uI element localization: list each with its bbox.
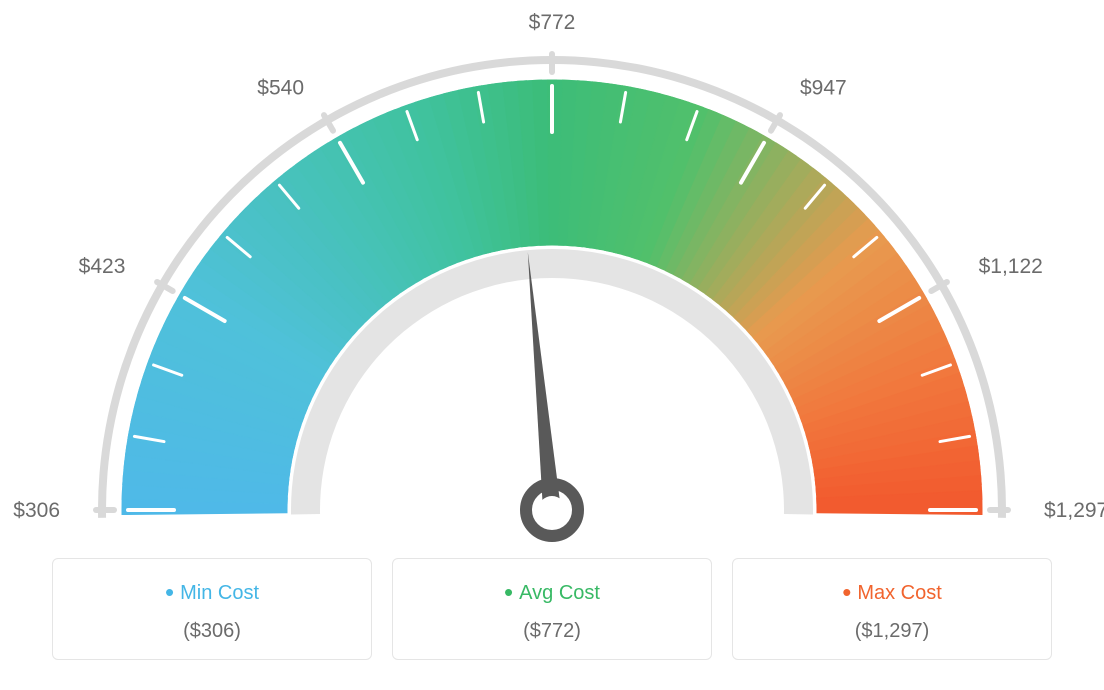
legend-max-label: Max Cost: [743, 577, 1041, 608]
legend-avg-value: ($772): [403, 620, 701, 643]
legend-avg-label: Avg Cost: [403, 577, 701, 608]
gauge-tick-label: $947: [800, 76, 847, 99]
legend-max-value: ($1,297): [743, 620, 1041, 643]
gauge-tick-label: $540: [257, 76, 304, 99]
gauge-needle-hub-inner: [538, 496, 566, 524]
gauge-tick-label: $772: [529, 11, 576, 34]
cost-gauge-chart: $306 $423 $540 $772 $947 $1,122 $1,297 Min Cos…: [0, 0, 1104, 690]
gauge-tick-label: $1,297: [1044, 499, 1104, 522]
legend-card-avg: Avg Cost ($772): [392, 558, 712, 660]
gauge-tick-label: $306: [13, 499, 60, 522]
legend-row: Min Cost ($306) Avg Cost ($772) Max Cost…: [0, 558, 1104, 660]
gauge-needle: [528, 252, 561, 511]
gauge-tick-label: $423: [79, 255, 126, 278]
legend-min-label: Min Cost: [63, 577, 361, 608]
legend-min-value: ($306): [63, 620, 361, 643]
gauge-svg: $306 $423 $540 $772 $947 $1,122 $1,297: [0, 0, 1104, 560]
gauge-tick-label: $1,122: [979, 255, 1043, 278]
legend-card-max: Max Cost ($1,297): [732, 558, 1052, 660]
legend-card-min: Min Cost ($306): [52, 558, 372, 660]
